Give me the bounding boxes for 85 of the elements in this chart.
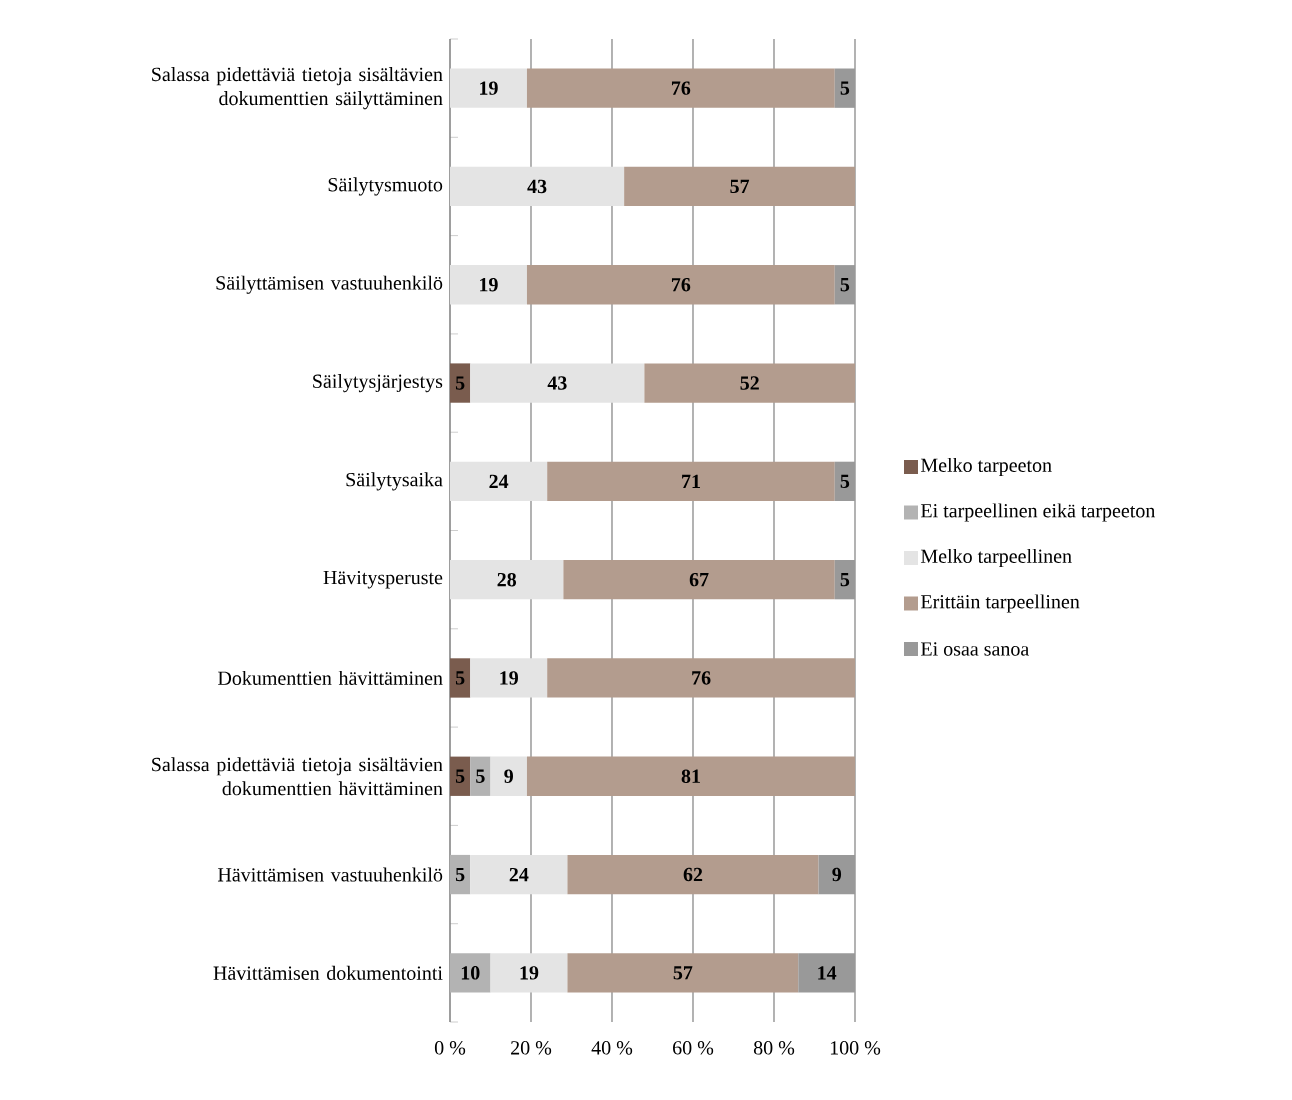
bar xyxy=(490,953,568,993)
bar xyxy=(470,854,568,895)
y-tick-label: Hävittämisen dokumentointi xyxy=(213,965,443,980)
legend-label: Melko tarpeeton xyxy=(920,457,1052,477)
data-label: 5 xyxy=(455,671,465,685)
data-label: 5 xyxy=(840,278,850,292)
bar xyxy=(450,658,471,698)
data-label: 28 xyxy=(497,572,517,587)
data-label: 5 xyxy=(840,81,850,95)
bar xyxy=(526,265,835,305)
bar xyxy=(834,265,855,305)
bar xyxy=(450,854,471,895)
data-label: 19 xyxy=(480,81,498,95)
data-label: 5 xyxy=(455,376,465,390)
legend-label: Ei tarpeellinen eikä tarpeeton xyxy=(920,503,1156,522)
y-tick-label: Hävittämisen vastuuhenkilö xyxy=(217,867,443,882)
x-tick-label: 20 % xyxy=(511,1041,552,1055)
data-label: 5 xyxy=(840,573,850,587)
data-label: 76 xyxy=(692,671,711,685)
y-tick-label: Dokumenttien hävittäminen xyxy=(217,670,443,685)
legend-label: Melko tarpeellinen xyxy=(920,548,1072,568)
y-tick-label: Salassa pidettäviä tietoja sisältävien dokumenttien säilyttäminen xyxy=(152,67,443,110)
bar xyxy=(567,854,819,895)
data-label: 57 xyxy=(730,179,750,194)
data-label: 5 xyxy=(455,769,465,783)
bar xyxy=(798,953,855,993)
data-label: 5 xyxy=(455,867,465,882)
y-tick-label: Säilytysaika xyxy=(346,472,443,491)
x-tick-label: 60 % xyxy=(673,1041,714,1055)
bar xyxy=(450,756,471,796)
bar xyxy=(450,265,527,305)
bar xyxy=(490,756,527,796)
legend-label: Ei osaa sanoa xyxy=(920,642,1029,656)
data-label: 52 xyxy=(740,376,759,390)
bar xyxy=(450,560,564,600)
bar xyxy=(450,363,471,403)
bar xyxy=(547,461,835,502)
x-tick-label: 100 % xyxy=(830,1041,881,1055)
bar xyxy=(834,560,855,600)
x-tick-label: 40 % xyxy=(591,1041,633,1055)
data-label: 62 xyxy=(683,867,703,882)
data-label: 76 xyxy=(671,278,691,292)
data-label: 76 xyxy=(671,81,691,95)
bar xyxy=(834,68,855,108)
data-label: 67 xyxy=(689,572,709,587)
bar xyxy=(470,363,645,403)
data-label: 5 xyxy=(840,474,850,488)
bar xyxy=(450,461,548,502)
data-label: 9 xyxy=(504,769,514,783)
data-label: 81 xyxy=(681,769,700,783)
y-tick-label: Säilyttämisen vastuuhenkilö xyxy=(216,275,443,294)
data-label: 57 xyxy=(673,966,693,980)
bar xyxy=(450,953,491,993)
x-tick-label: 80 % xyxy=(753,1041,795,1055)
x-tick-label: 0 % xyxy=(434,1041,466,1055)
data-label: 24 xyxy=(509,867,529,882)
data-label: 43 xyxy=(527,179,547,194)
bar xyxy=(644,363,855,403)
data-label: 9 xyxy=(832,867,842,882)
bar xyxy=(834,461,855,502)
data-label: 19 xyxy=(480,278,498,292)
data-label: 19 xyxy=(500,671,519,685)
data-label: 14 xyxy=(818,966,837,980)
bar xyxy=(470,658,548,698)
y-tick-label: Hävitysperuste xyxy=(323,570,443,589)
bar xyxy=(450,166,625,207)
legend-label: Erittäin tarpeellinen xyxy=(920,594,1080,613)
data-label: 43 xyxy=(547,376,567,390)
y-tick-label: Salassa pidettäviä tietoja sisältävien dokumenttien hävittäminen xyxy=(152,757,443,796)
data-label: 5 xyxy=(476,769,485,783)
bar xyxy=(470,756,491,796)
data-label: 19 xyxy=(520,966,539,980)
bar xyxy=(624,166,855,207)
data-label: 71 xyxy=(682,474,700,488)
y-tick-label: Säilytysmuoto xyxy=(328,177,443,196)
bar xyxy=(563,560,835,600)
bar xyxy=(526,756,855,796)
bar xyxy=(450,68,527,108)
y-tick-label: Säilytysjärjestys xyxy=(313,373,443,393)
data-label: 10 xyxy=(461,966,480,980)
bar xyxy=(567,953,799,993)
data-label: 24 xyxy=(489,474,509,488)
bar xyxy=(526,68,835,108)
bar xyxy=(818,854,855,895)
bar xyxy=(547,658,855,698)
